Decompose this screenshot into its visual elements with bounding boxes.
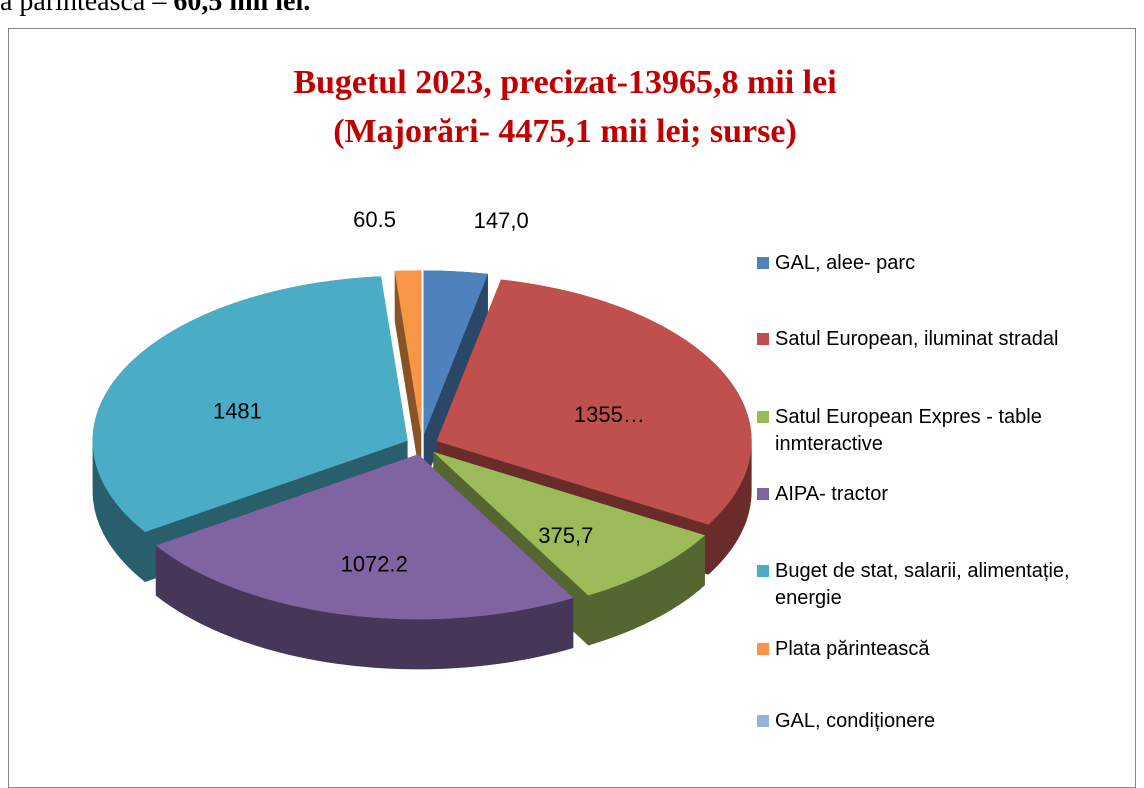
legend-item: Satul European, iluminat stradal	[757, 326, 1059, 353]
legend-item: Satul European Expres - table inmteracti…	[757, 404, 1137, 458]
legend-label: GAL, alee- parc	[775, 252, 916, 274]
legend-swatch	[757, 333, 769, 345]
page-fragment: a părintească – 60,5 mii lei.	[0, 0, 310, 18]
legend-swatch	[757, 565, 769, 577]
legend-label: AIPA- tractor	[775, 483, 888, 505]
legend-swatch	[757, 488, 769, 500]
legend-item: GAL, condiționere	[757, 708, 935, 735]
legend-item: AIPA- tractor	[757, 481, 888, 508]
legend-swatch	[757, 411, 769, 423]
chart-title: Bugetul 2023, precizat-13965,8 mii lei	[293, 64, 836, 101]
legend-label: Buget de stat, salarii, alimentație, ene…	[775, 560, 1070, 609]
legend-label: Satul European, iluminat stradal	[775, 328, 1059, 350]
legend-label: Plata părintească	[775, 638, 930, 660]
legend-swatch	[757, 643, 769, 655]
slice	[155, 454, 574, 620]
slice	[433, 451, 705, 596]
fragment-text: a părintească –	[0, 0, 174, 17]
legend-item: GAL, alee- parc	[757, 250, 915, 277]
value-label: 1072.2	[341, 551, 408, 576]
legend-item: Plata părintească	[757, 636, 930, 663]
value-label: 375,7	[538, 523, 593, 548]
slice	[423, 270, 488, 436]
value-label: 1355…	[574, 402, 645, 427]
fragment-bold: 60,5 mii lei.	[173, 0, 311, 17]
chart-subtitle: (Majorări- 4475,1 mii lei; surse)	[333, 113, 797, 150]
value-label: 1481	[213, 399, 262, 424]
legend-item: Buget de stat, salarii, alimentație, ene…	[757, 558, 1137, 612]
legend-swatch	[757, 257, 769, 269]
value-label: 60.5	[353, 207, 396, 232]
value-label: 147,0	[474, 208, 529, 233]
legend-swatch	[757, 715, 769, 727]
slice	[436, 279, 752, 525]
legend-label: Satul European Expres - table inmteracti…	[775, 406, 1042, 455]
legend-label: GAL, condiționere	[775, 710, 936, 732]
slice	[92, 276, 408, 533]
slice	[394, 270, 422, 436]
